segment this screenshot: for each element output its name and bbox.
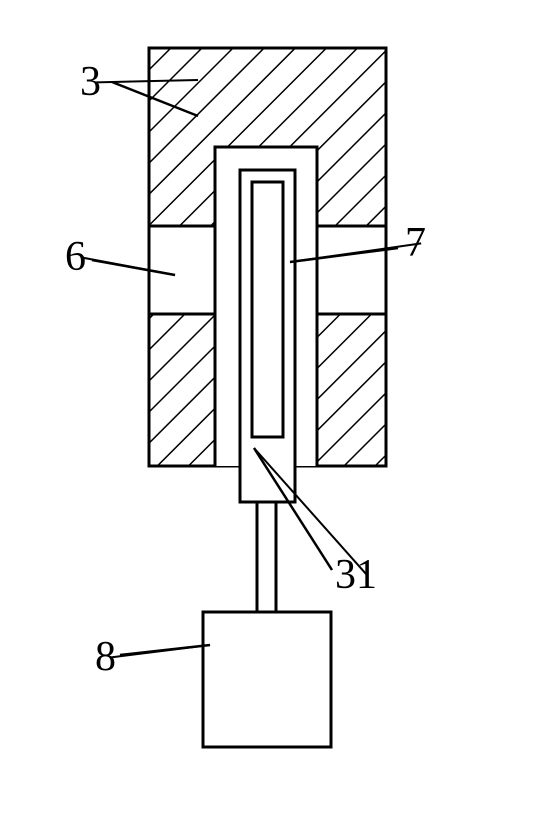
label-inner_cavity: 31 bbox=[335, 552, 377, 598]
label-top_left: 3 bbox=[80, 59, 101, 105]
label-lower_block: 8 bbox=[95, 634, 116, 680]
label-left_mid: 6 bbox=[65, 234, 86, 280]
label-right_mid: 7 bbox=[405, 220, 426, 266]
